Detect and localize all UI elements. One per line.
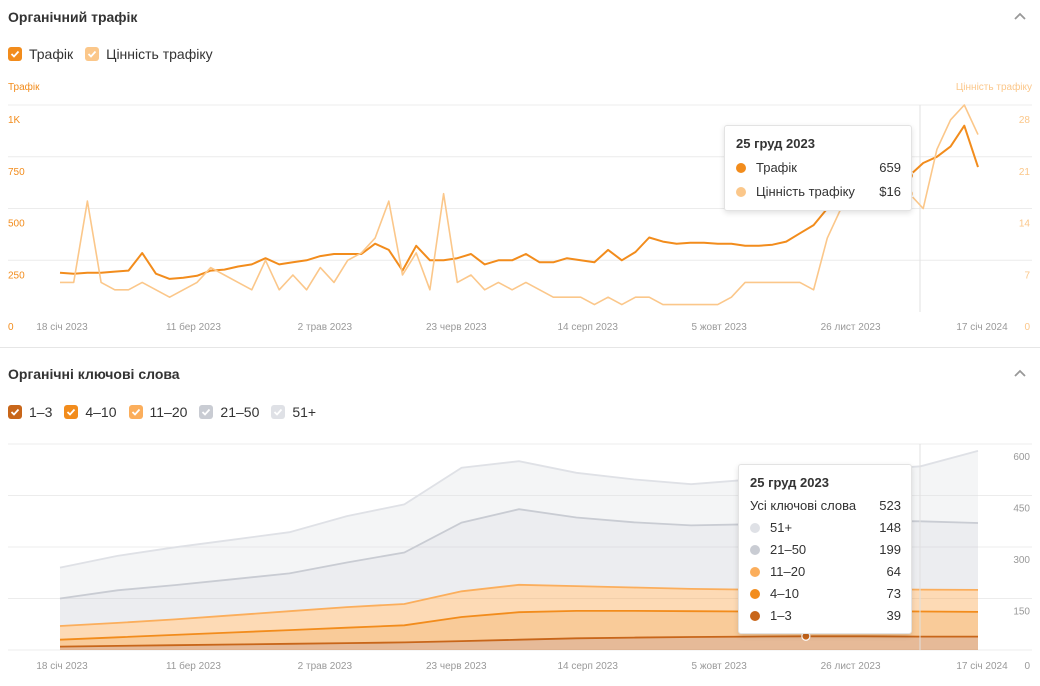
tooltip-row-value: 73 bbox=[886, 586, 901, 601]
legend-label: 1–3 bbox=[29, 404, 53, 420]
organic-traffic-title: Органічний трафік bbox=[8, 9, 138, 25]
organic-keywords-section: Органічні ключові слова 1–3 4–10 11–20 21–5… bbox=[0, 348, 1040, 686]
keywords-legend-item[interactable]: 21–50 bbox=[199, 404, 259, 420]
y-right-tick-label: 0 bbox=[1024, 322, 1030, 333]
y-right-tick-label: 14 bbox=[1019, 219, 1031, 230]
series-dot-icon bbox=[750, 588, 760, 599]
checkbox-checked-icon[interactable] bbox=[8, 405, 22, 419]
collapse-chevron-icon[interactable] bbox=[1012, 365, 1028, 381]
y-left-tick-label: 0 bbox=[8, 322, 14, 333]
tooltip-row: 1–3 39 bbox=[750, 608, 901, 623]
y-left-tick-label: 250 bbox=[8, 270, 25, 281]
keywords-legend: 1–3 4–10 11–20 21–50 51+ bbox=[8, 404, 316, 420]
left-axis-title: Трафік bbox=[8, 82, 40, 93]
y-right-tick-label: 21 bbox=[1019, 167, 1031, 178]
tooltip-row: 4–10 73 bbox=[750, 586, 901, 601]
keywords-tooltip: 25 груд 2023 Усі ключові слова 523 51+ 14… bbox=[738, 464, 912, 634]
traffic-legend-item[interactable]: Трафік bbox=[8, 46, 73, 62]
tooltip-row: 51+ 148 bbox=[750, 520, 901, 535]
x-tick-label: 26 лист 2023 bbox=[821, 322, 881, 333]
series-dot-icon bbox=[736, 186, 746, 197]
tooltip-row-value: 39 bbox=[886, 608, 901, 623]
series-dot-icon bbox=[750, 522, 760, 533]
traffic-tooltip: 25 груд 2023 Трафік 659 Цінність трафіку $1… bbox=[724, 125, 912, 211]
traffic-chart[interactable]: 0 250 500 750 1K 0 7 14 21 28 18 січ 2023 11 бер 20… bbox=[0, 0, 1040, 345]
tooltip-date: 25 груд 2023 bbox=[736, 136, 815, 151]
tooltip-row-label: 11–20 bbox=[770, 564, 806, 579]
series-line-1 bbox=[60, 104, 979, 306]
tooltip-row-label: 21–50 bbox=[770, 542, 807, 557]
keywords-legend-item[interactable]: 11–20 bbox=[128, 404, 188, 420]
traffic-legend-item[interactable]: Цінність трафіку bbox=[85, 46, 213, 62]
tooltip-row-value: 199 bbox=[879, 542, 901, 557]
x-tick-label: 2 трав 2023 bbox=[298, 322, 353, 333]
x-tick-label: 18 січ 2023 bbox=[36, 322, 88, 333]
x-tick-label: 17 січ 2024 bbox=[956, 322, 1008, 333]
tooltip-row: Цінність трафіку $16 bbox=[736, 184, 901, 199]
y-right-tick-label: 28 bbox=[1019, 115, 1031, 126]
y-left-tick-label: 1K bbox=[8, 115, 21, 126]
checkbox-checked-icon[interactable] bbox=[8, 47, 22, 61]
legend-label: 4–10 bbox=[85, 404, 117, 420]
keywords-legend-item[interactable]: 51+ bbox=[271, 404, 316, 420]
legend-label: Цінність трафіку bbox=[106, 46, 213, 62]
tooltip-row-label: Цінність трафіку bbox=[756, 184, 855, 199]
checkbox-checked-icon[interactable] bbox=[271, 405, 286, 419]
tooltip-row-value: $16 bbox=[879, 184, 901, 199]
tooltip-date: 25 груд 2023 bbox=[750, 475, 829, 490]
series-dot-icon bbox=[750, 610, 760, 621]
tooltip-row-label: 51+ bbox=[770, 520, 793, 535]
tooltip-row-label: Трафік bbox=[756, 160, 797, 175]
keywords-legend-item[interactable]: 4–10 bbox=[64, 404, 117, 420]
x-tick-label: 14 серп 2023 bbox=[557, 322, 618, 333]
section-divider bbox=[0, 347, 1040, 348]
x-tick-label: 11 бер 2023 bbox=[166, 321, 221, 333]
y-left-tick-label: 750 bbox=[8, 167, 25, 178]
traffic-legend: Трафік Цінність трафіку bbox=[8, 46, 213, 62]
series-dot-icon bbox=[750, 544, 760, 555]
x-tick-label: 23 черв 2023 bbox=[426, 322, 487, 333]
legend-label: 11–20 bbox=[149, 404, 188, 420]
tooltip-row-value: 659 bbox=[879, 160, 901, 175]
tooltip-row: 21–50 199 bbox=[750, 542, 901, 557]
keywords-legend-item[interactable]: 1–3 bbox=[8, 404, 52, 420]
tooltip-total-value: 523 bbox=[879, 498, 901, 513]
right-axis-title: Цінність трафіку bbox=[955, 82, 1032, 93]
tooltip-row-value: 148 bbox=[879, 520, 901, 535]
checkbox-checked-icon[interactable] bbox=[85, 47, 100, 61]
checkbox-checked-icon[interactable] bbox=[128, 405, 143, 419]
legend-label: 51+ bbox=[292, 404, 317, 420]
tooltip-row: Трафік 659 bbox=[736, 160, 901, 175]
series-line-0 bbox=[59, 124, 979, 280]
y-left-tick-label: 500 bbox=[8, 219, 25, 230]
collapse-chevron-icon[interactable] bbox=[1012, 8, 1028, 24]
checkbox-checked-icon[interactable] bbox=[64, 405, 79, 419]
checkbox-checked-icon[interactable] bbox=[199, 405, 214, 419]
series-dot-icon bbox=[750, 566, 760, 577]
tooltip-row: 11–20 64 bbox=[750, 564, 901, 579]
tooltip-row-value: 64 bbox=[886, 564, 901, 579]
legend-label: 21–50 bbox=[220, 404, 260, 420]
x-tick-label: 5 жовт 2023 bbox=[691, 322, 747, 333]
organic-keywords-title: Органічні ключові слова bbox=[8, 366, 180, 382]
y-right-tick-label: 7 bbox=[1024, 270, 1030, 281]
tooltip-row-label: 4–10 bbox=[770, 586, 799, 601]
organic-traffic-section: Органічний трафік Трафік Цінність трафіку… bbox=[0, 0, 1040, 345]
tooltip-row-label: 1–3 bbox=[770, 608, 792, 623]
series-dot-icon bbox=[736, 162, 746, 173]
legend-label: Трафік bbox=[29, 46, 74, 62]
tooltip-total-label: Усі ключові слова bbox=[750, 498, 857, 513]
